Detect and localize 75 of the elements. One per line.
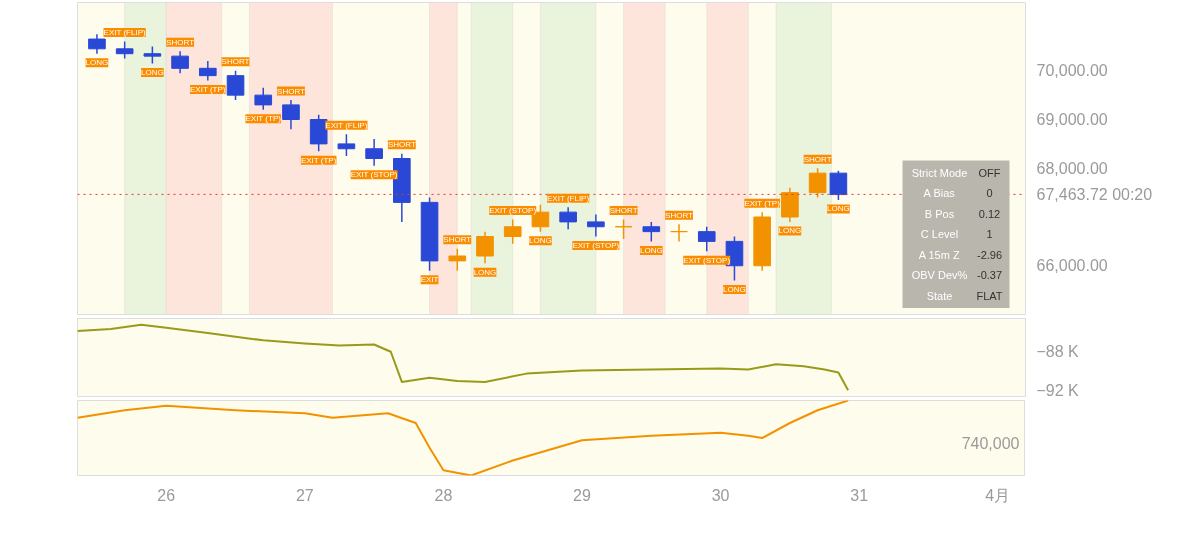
annotation: EXIT (STOP) [350,170,398,180]
candlestick [337,133,356,157]
annotation: EXIT (TP) [245,114,282,124]
annotation: EXIT (FLIP) [547,193,590,203]
annotation: SHORT [387,140,416,150]
y-tick-label: 66,000.00 [1036,257,1108,275]
annotation: EXIT (STOP) [572,241,620,250]
candlestick [614,218,633,240]
x-tick-label: 29 [573,486,592,504]
annotation: EXIT (STOP) [489,205,537,215]
annotation: FLAT [976,289,1003,302]
annotation: B Pos [924,207,955,220]
candlestick [642,221,661,243]
annotation: EXIT (TP) [744,198,781,208]
candlestick [587,213,605,238]
y-tick-label: 70,000.00 [1036,62,1108,80]
annotation: A Bias [923,187,956,199]
candlestick [282,99,300,130]
x-tick-label: 26 [157,486,176,504]
annotation: LONG [778,226,802,236]
annotation: LONG [141,67,164,77]
ref-line-label: 67,463.72 00:20 [1036,185,1153,203]
annotation: EXIT [420,275,439,285]
annotation: SHORT [443,235,472,245]
annotation: 1 [986,228,993,240]
y-tick-label: −92 K [1036,381,1080,399]
annotation: LONG [473,267,497,277]
candlestick [254,87,273,111]
annotation: -2.96 [976,248,1003,261]
annotation: A 15m Z [918,248,960,261]
annotation: LONG [723,284,746,294]
annotation: LONG [529,236,552,246]
candlestick [697,226,716,252]
annotation: EXIT (TP) [190,85,226,94]
annotation: -0.37 [976,269,1003,281]
annotation: SHORT [665,210,694,220]
x-tick-label: 27 [295,486,314,504]
x-tick-label: 31 [850,486,869,504]
y-tick-label: 69,000.00 [1036,111,1108,128]
candlestick [171,50,189,74]
annotation: Strict Mode [911,166,968,179]
candlestick [503,218,522,245]
candlestick [808,167,827,199]
annotation: C Level [920,228,959,240]
candlestick [88,33,106,55]
annotation: SHORT [803,154,832,164]
annotation: SHORT [166,37,195,47]
annotation: 740,000 [961,434,1020,452]
annotation: OFF [978,166,1001,179]
candlestick [448,247,467,272]
annotation: LONG [639,245,663,255]
annotation: SHORT [609,205,638,215]
annotation: SHORT [221,57,250,67]
annotation: EXIT (STOP) [683,255,731,265]
annotation: EXIT (TP) [300,155,337,165]
y-tick-label: −88 K [1036,343,1080,361]
candlestick [670,223,688,243]
x-tick-label: 4月 [985,486,1011,504]
annotation: EXIT (FLIP) [325,120,368,130]
annotation: EXIT (FLIP) [103,28,146,37]
candlestick [476,230,494,265]
candlestick [199,60,217,82]
annotation: 0 [986,187,993,199]
candlestick [365,138,383,167]
annotation: OBV Dev% [911,269,968,281]
annotation: State [926,289,953,302]
annotation: LONG [827,204,850,214]
annotation: SHORT [277,86,306,96]
y-tick-label: 68,000.00 [1036,159,1108,177]
candlestick [226,70,245,101]
x-tick-label: 30 [711,486,730,504]
candlestick [559,206,577,230]
x-tick-label: 28 [434,486,453,504]
annotation: LONG [85,58,109,68]
annotation: 0.12 [978,207,1001,220]
